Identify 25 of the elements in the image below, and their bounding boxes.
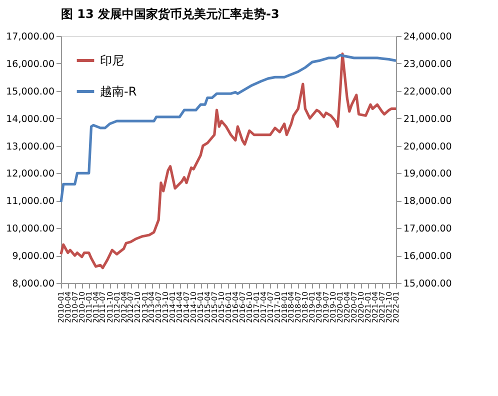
y-tick-label: 12,000.00: [6, 168, 54, 180]
y2-tick-label: 18,000.00: [404, 196, 452, 208]
y-tick-label: 10,000.00: [6, 224, 54, 235]
y2-tick-label: 15,000.00: [404, 278, 452, 290]
line-series: [60, 52, 398, 270]
line-series: [60, 54, 398, 204]
y-tick-label: 11,000.00: [6, 196, 54, 208]
y2-tick-label: 19,000.00: [404, 168, 452, 180]
y-tick-label: 17,000.00: [6, 32, 54, 42]
y2-tick-label: 21,000.00: [404, 114, 452, 125]
y-tick-label: 16,000.00: [6, 58, 54, 70]
y-tick-label: 8,000.00: [12, 278, 54, 290]
y2-tick-label: 16,000.00: [404, 251, 452, 262]
y-tick-label: 13,000.00: [6, 141, 54, 152]
y2-tick-label: 20,000.00: [404, 141, 452, 152]
y-tick-label: 9,000.00: [12, 251, 54, 262]
y-tick-label: 15,000.00: [6, 86, 54, 98]
y2-tick-label: 17,000.00: [404, 224, 452, 235]
y2-tick-label: 22,000.00: [404, 86, 452, 98]
y2-tick-label: 24,000.00: [404, 32, 452, 42]
legend-label: 越南-R: [100, 84, 137, 98]
y2-tick-label: 23,000.00: [404, 58, 452, 70]
chart-title: 图 13 发展中国家货币兑美元汇率走势-3: [61, 7, 280, 21]
y-tick-label: 14,000.00: [6, 114, 54, 125]
legend-label: 印尼: [100, 54, 124, 68]
